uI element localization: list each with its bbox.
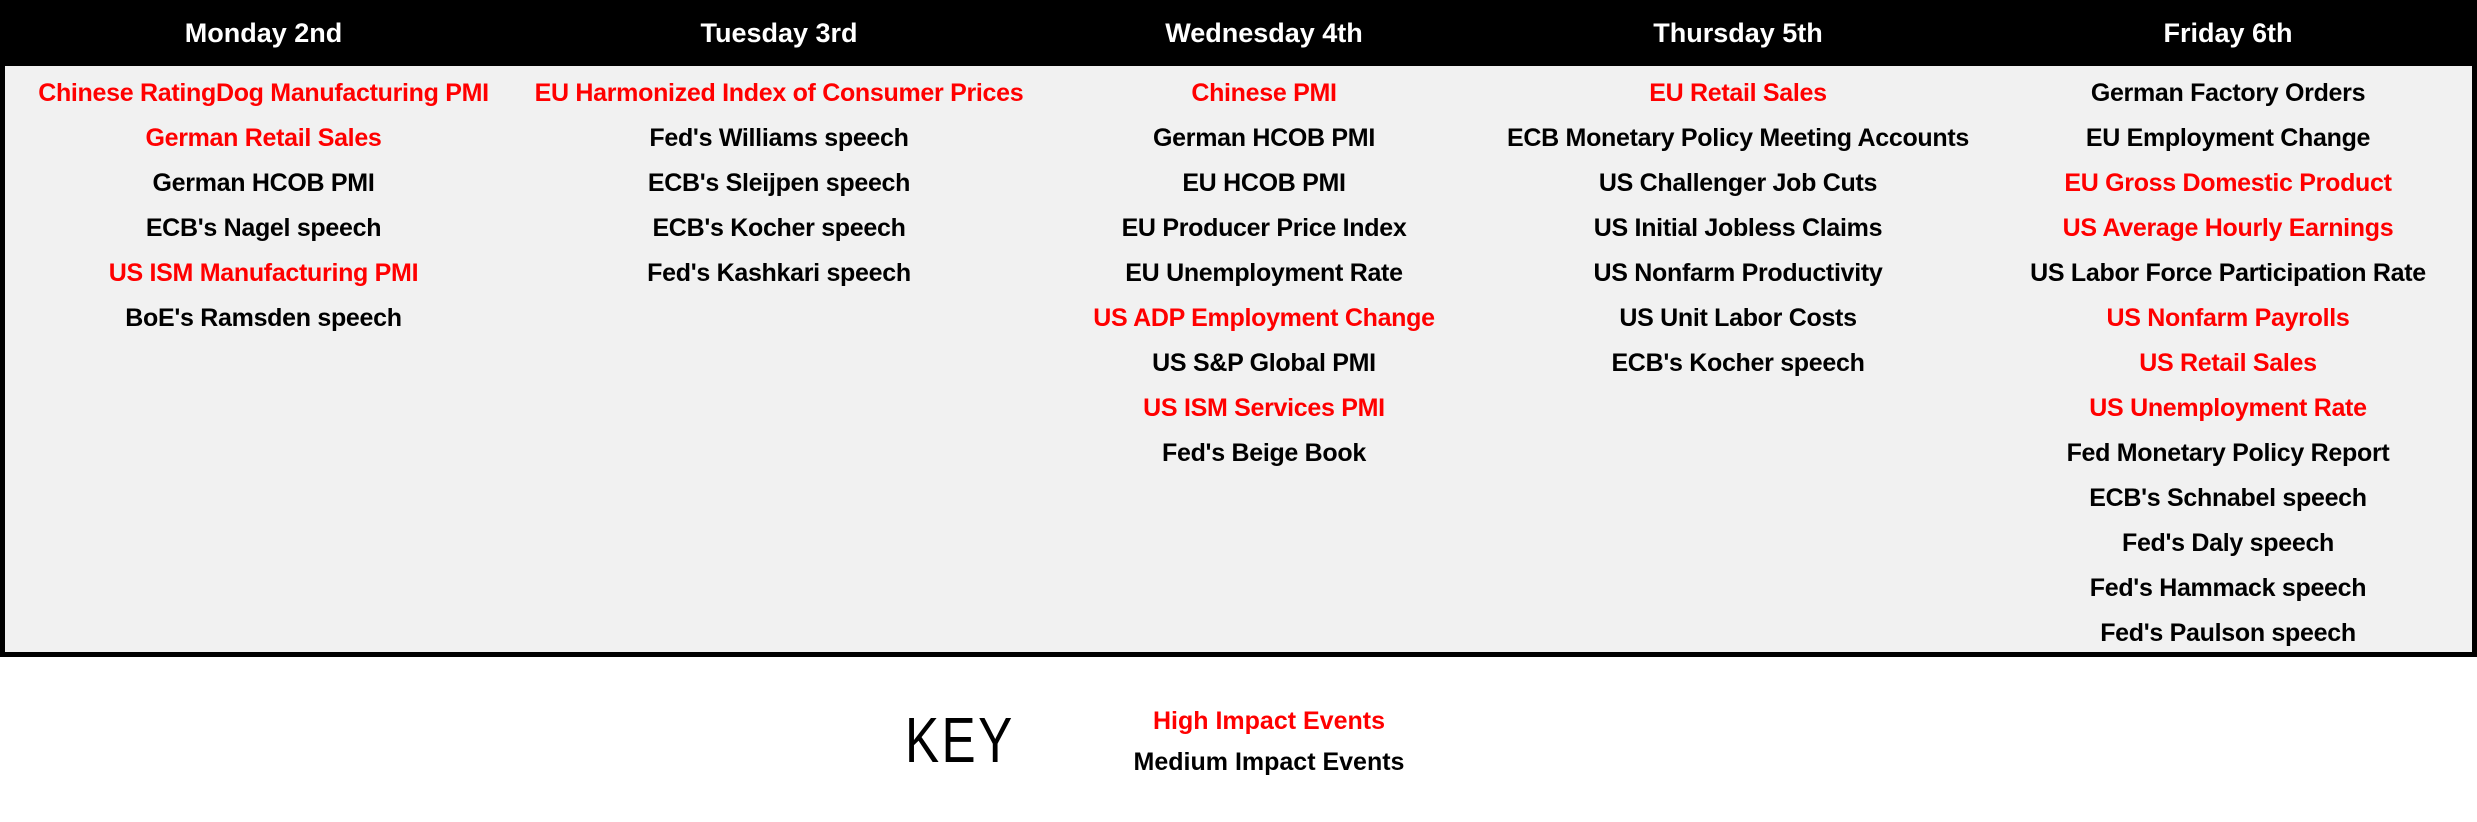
event-item: EU Gross Domestic Product [2064,169,2392,197]
calendar-header-row: Monday 2nd Tuesday 3rd Wednesday 4th Thursd… [0,0,2477,66]
event-item: German Retail Sales [145,124,382,152]
event-item: US Initial Jobless Claims [1593,214,1883,242]
event-item: US S&P Global PMI [1152,349,1376,377]
event-item: Fed's Kashkari speech [647,259,911,287]
key-title: KEY [905,704,1015,776]
event-item: ECB's Kocher speech [652,214,906,242]
event-item: Fed's Paulson speech [2100,619,2356,647]
event-item: EU Employment Change [2085,124,2371,152]
key-item-medium-impact: Medium Impact Events [1133,748,1405,776]
event-item: Fed's Williams speech [649,124,909,152]
day-column-friday: German Factory Orders EU Employment Chang… [1979,71,2477,657]
event-item: US Nonfarm Payrolls [2106,304,2350,332]
event-item: US Retail Sales [2139,349,2317,377]
day-header-tuesday: Tuesday 3rd [700,17,858,48]
event-item: Fed's Hammack speech [2089,574,2367,602]
event-item: US Labor Force Participation Rate [2030,259,2426,287]
event-item: Fed's Beige Book [1162,439,1366,467]
calendar-body: Chinese RatingDog Manufacturing PMI Germa… [0,66,2477,657]
day-header-thursday: Thursday 5th [1653,17,1823,48]
event-item: US ISM Services PMI [1143,394,1385,422]
event-item: Chinese PMI [1191,79,1337,107]
day-header-wednesday: Wednesday 4th [1165,17,1363,48]
event-item: US Challenger Job Cuts [1598,169,1878,197]
event-item: German HCOB PMI [152,169,375,197]
event-item: US Nonfarm Productivity [1593,259,1883,287]
event-item: ECB Monetary Policy Meeting Accounts [1507,124,1969,152]
event-item: EU Retail Sales [1649,79,1827,107]
calendar-table: Monday 2nd Tuesday 3rd Wednesday 4th Thursd… [0,0,2477,657]
event-item: EU Harmonized Index of Consumer Prices [534,79,1024,107]
day-column-wednesday: Chinese PMI German HCOB PMI EU HCOB PMI EU … [1031,71,1497,657]
key-item-high-impact: High Impact Events [1153,707,1385,735]
day-header-monday: Monday 2nd [184,17,343,48]
event-item: US Unit Labor Costs [1619,304,1857,332]
event-item: BoE's Ramsden speech [125,304,402,332]
event-item: ECB's Nagel speech [145,214,382,242]
event-item: US Unemployment Rate [2089,394,2367,422]
event-item: ECB's Sleijpen speech [647,169,911,197]
day-column-monday: Chinese RatingDog Manufacturing PMI Germa… [0,71,527,657]
event-item: Fed's Daly speech [2121,529,2335,557]
key-legend: High Impact Events Medium Impact Events [1074,701,1464,783]
event-item: German Factory Orders [2090,79,2366,107]
event-item: US ADP Employment Change [1093,304,1435,332]
event-item: Fed Monetary Policy Report [2066,439,2390,467]
day-column-thursday: EU Retail Sales ECB Monetary Policy Meeti… [1497,71,1979,657]
event-item: Chinese RatingDog Manufacturing PMI [38,79,489,107]
event-item: EU HCOB PMI [1182,169,1346,197]
day-column-tuesday: EU Harmonized Index of Consumer Prices Fe… [527,71,1031,657]
event-item: US ISM Manufacturing PMI [108,259,419,287]
event-item: EU Unemployment Rate [1125,259,1403,287]
event-item: US Average Hourly Earnings [2062,214,2394,242]
event-item: German HCOB PMI [1153,124,1375,152]
event-item: EU Producer Price Index [1121,214,1407,242]
day-header-friday: Friday 6th [2163,17,2293,48]
event-item: ECB's Schnabel speech [2089,484,2367,512]
event-item: ECB's Kocher speech [1611,349,1865,377]
